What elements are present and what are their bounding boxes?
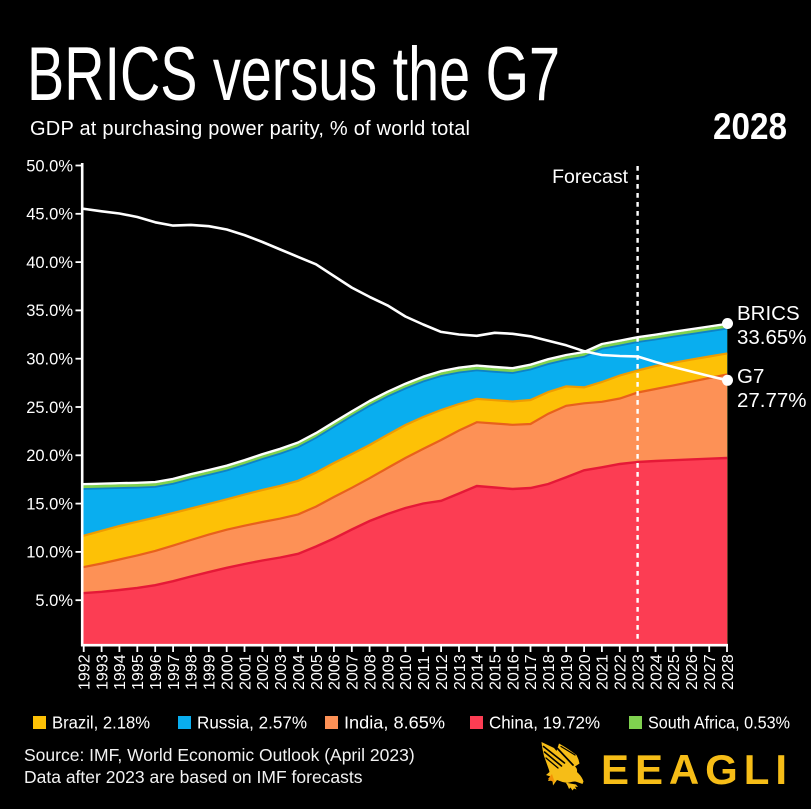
svg-text:2009: 2009 — [380, 654, 397, 690]
svg-text:Data after 2023 are based on I: Data after 2023 are based on IMF forecas… — [24, 767, 363, 787]
svg-text:2023: 2023 — [631, 654, 648, 690]
svg-text:2002: 2002 — [255, 654, 272, 690]
svg-text:2005: 2005 — [309, 654, 326, 690]
svg-text:5.0%: 5.0% — [35, 592, 73, 610]
svg-text:2026: 2026 — [684, 654, 701, 690]
svg-text:2001: 2001 — [237, 654, 254, 690]
svg-text:1992: 1992 — [77, 654, 94, 690]
svg-text:2018: 2018 — [541, 654, 558, 690]
svg-text:2008: 2008 — [362, 654, 379, 690]
svg-text:10.0%: 10.0% — [26, 544, 73, 562]
svg-text:1997: 1997 — [166, 654, 183, 690]
svg-text:Russia, 2.57%: Russia, 2.57% — [197, 713, 307, 733]
svg-text:2022: 2022 — [613, 654, 630, 690]
svg-text:25.0%: 25.0% — [26, 399, 73, 417]
svg-text:2016: 2016 — [505, 654, 522, 690]
svg-text:2015: 2015 — [488, 654, 505, 690]
svg-text:2006: 2006 — [327, 654, 344, 690]
svg-text:27.77%: 27.77% — [737, 389, 807, 412]
svg-text:40.0%: 40.0% — [26, 254, 73, 272]
svg-text:1994: 1994 — [112, 654, 129, 690]
svg-text:2014: 2014 — [470, 654, 487, 690]
svg-text:2027: 2027 — [702, 654, 719, 690]
svg-text:China, 19.72%: China, 19.72% — [489, 713, 600, 733]
svg-text:2020: 2020 — [577, 654, 594, 690]
svg-text:GDP at purchasing power parity: GDP at purchasing power parity, % of wor… — [30, 118, 470, 140]
svg-text:Forecast: Forecast — [552, 166, 628, 188]
svg-text:2007: 2007 — [345, 654, 362, 690]
svg-text:30.0%: 30.0% — [26, 351, 73, 369]
svg-text:33.65%: 33.65% — [737, 326, 807, 349]
svg-text:EEAGLI: EEAGLI — [601, 746, 787, 793]
svg-text:35.0%: 35.0% — [26, 302, 73, 320]
svg-text:2004: 2004 — [291, 654, 308, 690]
svg-text:15.0%: 15.0% — [26, 495, 73, 513]
svg-text:50.0%: 50.0% — [26, 157, 73, 175]
svg-text:1996: 1996 — [148, 654, 165, 690]
svg-text:1999: 1999 — [202, 654, 219, 690]
svg-text:20.0%: 20.0% — [26, 447, 73, 465]
svg-text:2021: 2021 — [595, 654, 612, 690]
svg-text:45.0%: 45.0% — [26, 206, 73, 224]
svg-text:2000: 2000 — [220, 654, 237, 690]
svg-text:2028: 2028 — [713, 106, 787, 147]
svg-text:India, 8.65%: India, 8.65% — [344, 713, 445, 733]
svg-text:G7: G7 — [737, 365, 764, 388]
svg-text:BRICS versus the G7: BRICS versus the G7 — [27, 32, 560, 117]
svg-text:BRICS: BRICS — [737, 302, 800, 325]
svg-text:2019: 2019 — [559, 654, 576, 690]
svg-text:South Africa, 0.53%: South Africa, 0.53% — [648, 713, 790, 733]
svg-text:2017: 2017 — [523, 654, 540, 690]
svg-text:2012: 2012 — [434, 654, 451, 690]
svg-text:2013: 2013 — [452, 654, 469, 690]
svg-text:2010: 2010 — [398, 654, 415, 690]
svg-text:2024: 2024 — [648, 654, 665, 690]
svg-text:Brazil, 2.18%: Brazil, 2.18% — [52, 713, 150, 733]
svg-text:1995: 1995 — [130, 654, 147, 690]
svg-text:1998: 1998 — [184, 654, 201, 690]
svg-text:2011: 2011 — [416, 655, 433, 690]
svg-text:2003: 2003 — [273, 654, 290, 690]
svg-text:Source: IMF, World Economic Ou: Source: IMF, World Economic Outlook (Apr… — [24, 745, 415, 765]
svg-text:1993: 1993 — [94, 654, 111, 690]
svg-text:2025: 2025 — [666, 654, 683, 690]
svg-text:2028: 2028 — [720, 654, 737, 690]
